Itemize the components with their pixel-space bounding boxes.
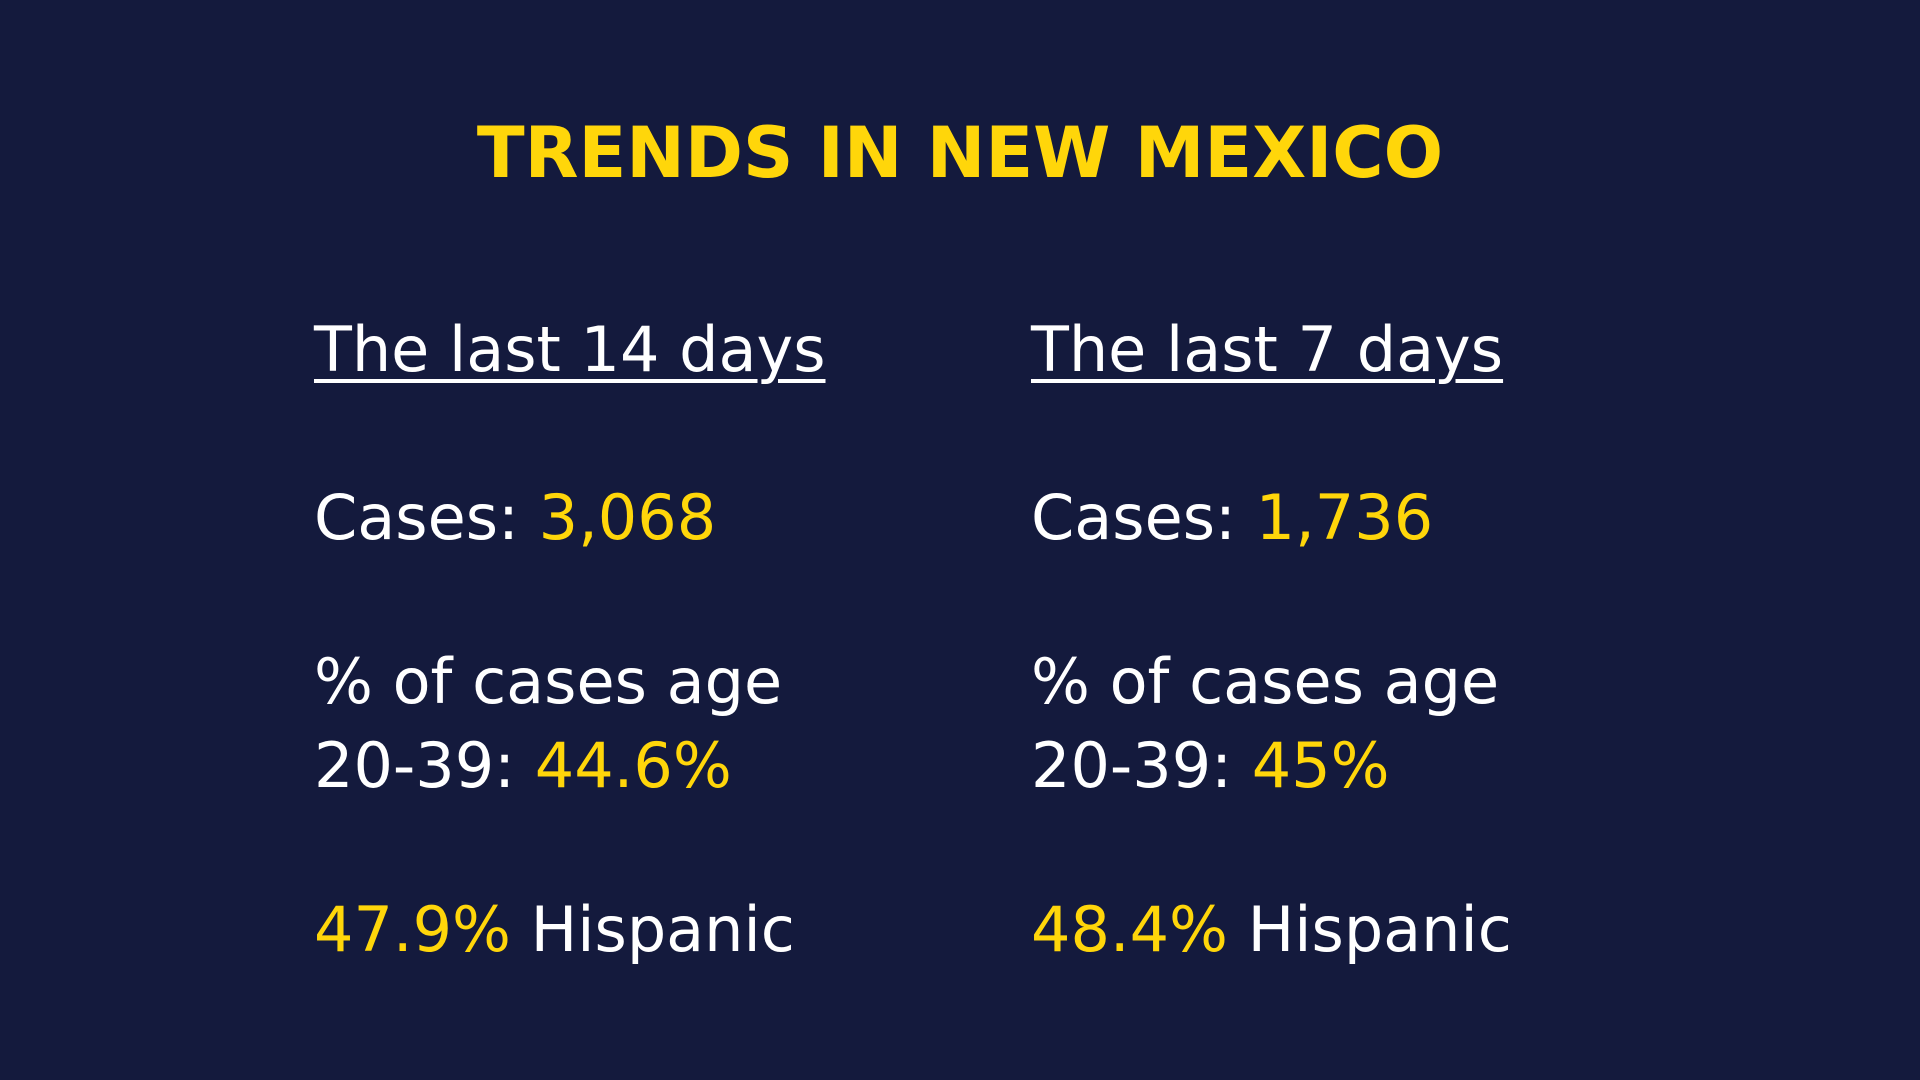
age-value: 44.6% [534,729,732,802]
cases-value: 1,736 [1255,481,1434,554]
age-line2: 20-39: 45% [1031,724,1711,808]
column-last-14-days: The last 14 days Cases: 3,068 % of cases… [314,310,994,972]
cases-label: Cases: [314,481,539,554]
age-line1: % of cases age [1031,645,1500,718]
hispanic-label: Hispanic [1227,893,1512,966]
age-line2: 20-39: 44.6% [314,724,994,808]
page-title: TRENDS IN NEW MEXICO [476,112,1444,194]
column-last-7-days: The last 7 days Cases: 1,736 % of cases … [1031,310,1711,972]
hispanic-label: Hispanic [510,893,795,966]
hispanic-stat: 47.9% Hispanic [314,888,994,972]
column-heading: The last 14 days [314,313,826,386]
age-label: 20-39: [314,729,535,802]
cases-stat: Cases: 1,736 [1031,476,1711,560]
column-heading: The last 7 days [1031,313,1504,386]
cases-stat: Cases: 3,068 [314,476,994,560]
age-stat: % of cases age 20-39: 44.6% [314,640,994,808]
cases-value: 3,068 [538,481,717,554]
age-stat: % of cases age 20-39: 45% [1031,640,1711,808]
hispanic-value: 48.4% [1031,893,1228,966]
age-line1: % of cases age [314,645,783,718]
age-value: 45% [1251,729,1390,802]
hispanic-stat: 48.4% Hispanic [1031,888,1711,972]
cases-label: Cases: [1031,481,1256,554]
age-label: 20-39: [1031,729,1252,802]
hispanic-value: 47.9% [314,893,511,966]
